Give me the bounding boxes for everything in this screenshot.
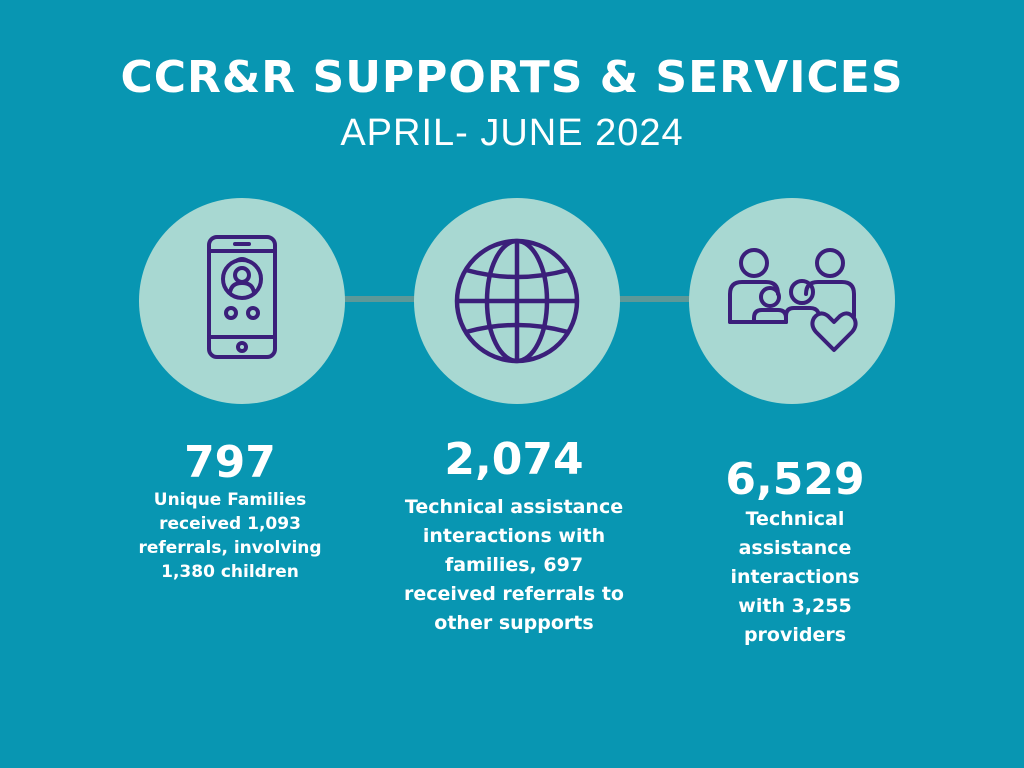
stat-description: Technical assistance interactions with 3… — [730, 508, 860, 646]
circle-family — [689, 198, 895, 404]
stat-number: 797 — [184, 437, 276, 488]
connector-line-left — [330, 296, 430, 302]
stat-description: Technical assistance interactions with f… — [404, 496, 624, 634]
stat-description: Unique Families received 1,093 referrals… — [138, 490, 322, 582]
globe-icon — [454, 238, 580, 364]
connector-line-right — [605, 296, 705, 302]
family-heart-icon — [728, 248, 858, 352]
stat-number: 2,074 — [444, 434, 584, 485]
stat-number: 6,529 — [725, 454, 865, 505]
stat-families: 797 Unique Families received 1,093 refer… — [125, 438, 335, 584]
stat-technical-assistance-families: 2,074 Technical assistance interactions … — [404, 435, 624, 638]
circle-globe — [414, 198, 620, 404]
smartphone-contact-icon — [207, 235, 277, 359]
page-subtitle: APRIL- JUNE 2024 — [340, 112, 684, 154]
circle-phone — [139, 198, 345, 404]
page-title: CCR&R SUPPORTS & SERVICES — [120, 52, 904, 103]
stat-technical-assistance-providers: 6,529 Technical assistance interactions … — [705, 455, 885, 650]
